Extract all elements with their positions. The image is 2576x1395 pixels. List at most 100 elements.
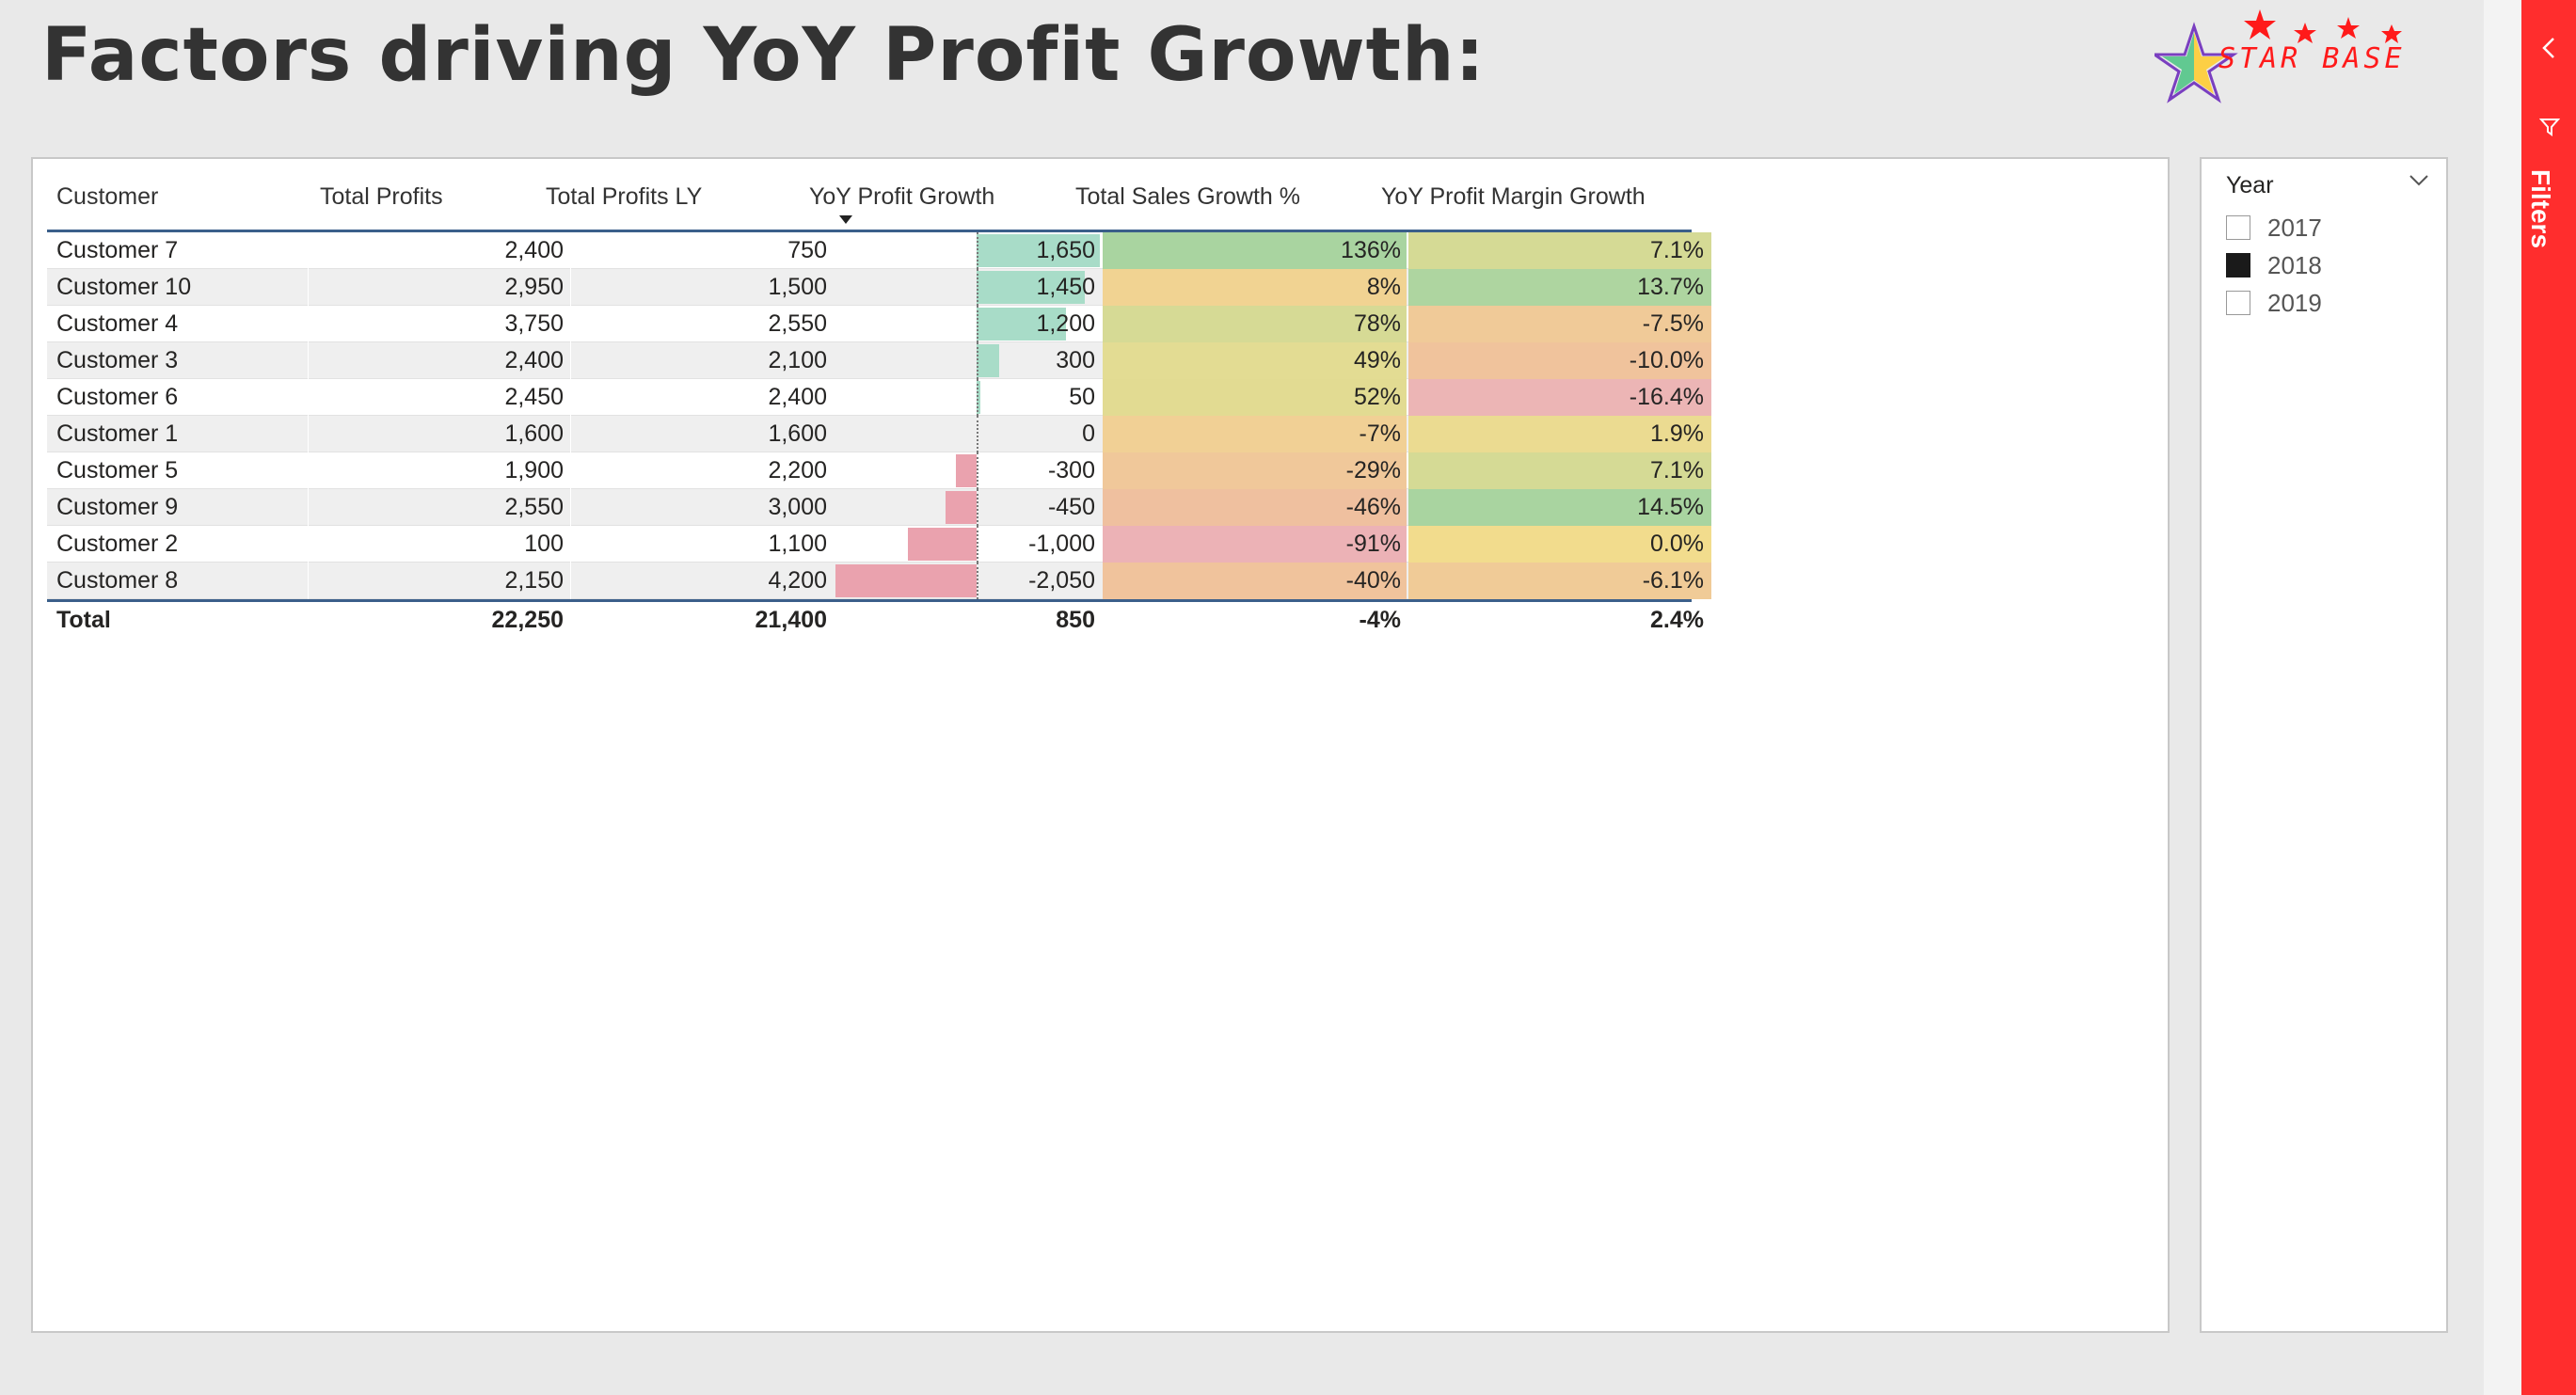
positive-data-bar	[977, 308, 1066, 341]
table-row[interactable]: Customer 3 2,400 2,100 300 49% -10.0%	[47, 342, 1711, 379]
chevron-down-icon[interactable]	[2409, 174, 2429, 187]
column-separator	[570, 416, 571, 452]
column-separator	[308, 489, 309, 526]
header-customer[interactable]: Customer	[56, 183, 159, 210]
negative-data-bar	[956, 454, 977, 487]
table-row[interactable]: Customer 9 2,550 3,000 -450 -46% 14.5%	[47, 489, 1711, 526]
column-separator	[570, 342, 571, 379]
table-row[interactable]: Customer 2 100 1,100 -1,000 -91% 0.0%	[47, 526, 1711, 563]
total-sales-growth: -4%	[1359, 607, 1401, 633]
yoy-profit-growth-cell: 1,200	[1036, 310, 1095, 337]
positive-data-bar	[977, 344, 999, 377]
column-separator	[570, 452, 571, 489]
margin-growth-cell: -16.4%	[1629, 384, 1704, 410]
data-bar-axis	[977, 342, 978, 379]
margin-growth-cell-bg	[1408, 452, 1711, 489]
row-divider	[47, 525, 1692, 526]
margin-growth-cell-bg	[1408, 306, 1711, 342]
margin-growth-cell-bg	[1408, 342, 1711, 379]
total-yoy-profit-growth: 850	[1056, 607, 1095, 633]
table-row[interactable]: Customer 7 2,400 750 1,650 136% 7.1%	[47, 232, 1711, 269]
data-bar-axis	[977, 489, 978, 526]
customer-name-cell: Customer 9	[56, 494, 179, 520]
table-row[interactable]: Customer 1 1,600 1,600 0 -7% 1.9%	[47, 416, 1711, 452]
sales-growth-cell: 136%	[1341, 237, 1401, 263]
column-separator	[308, 526, 309, 563]
checkbox-unchecked[interactable]	[2226, 291, 2250, 315]
margin-growth-cell-bg	[1408, 489, 1711, 526]
table-row[interactable]: Customer 10 2,950 1,500 1,450 8% 13.7%	[47, 269, 1711, 306]
total-profits-cell: 2,400	[504, 347, 564, 373]
data-bar-axis	[977, 452, 978, 489]
row-divider	[47, 598, 1692, 599]
filters-label[interactable]: Filters	[2526, 169, 2555, 249]
header-total-profits[interactable]: Total Profits	[320, 183, 443, 210]
sales-growth-cell: 78%	[1353, 310, 1401, 337]
margin-growth-cell: 7.1%	[1650, 237, 1704, 263]
slicer-option-label: 2018	[2267, 251, 2322, 279]
sales-growth-cell-bg	[1103, 416, 1407, 452]
year-slicer: Year 2017 2018 2019	[2200, 157, 2448, 1333]
column-separator	[570, 526, 571, 563]
yoy-profit-growth-cell: 1,650	[1036, 237, 1095, 263]
column-separator	[308, 269, 309, 306]
negative-data-bar	[946, 491, 977, 524]
column-separator	[308, 379, 309, 416]
header-yoy-profit-margin-growth[interactable]: YoY Profit Margin Growth	[1381, 183, 1646, 210]
yoy-profit-growth-cell: 1,450	[1036, 274, 1095, 300]
margin-growth-cell-bg	[1408, 416, 1711, 452]
matrix-visual[interactable]: Customer Total Profits Total Profits LY …	[31, 157, 2170, 1333]
filters-pane[interactable]	[2521, 0, 2576, 1395]
total-profits-ly-cell: 2,400	[768, 384, 827, 410]
column-separator	[570, 306, 571, 342]
profit-table: Customer Total Profits Total Profits LY …	[47, 170, 1711, 639]
checkbox-checked[interactable]	[2226, 253, 2250, 277]
table-row[interactable]: Customer 6 2,450 2,400 50 52% -16.4%	[47, 379, 1711, 416]
table-body: Customer 7 2,400 750 1,650 136% 7.1% Customer …	[47, 232, 1711, 599]
filter-funnel-icon[interactable]	[2539, 117, 2560, 137]
table-row[interactable]: Customer 8 2,150 4,200 -2,050 -40% -6.1%	[47, 563, 1711, 599]
sales-growth-cell: -29%	[1345, 457, 1401, 483]
total-profits-cell: 2,950	[504, 274, 564, 300]
header-total-profits-ly[interactable]: Total Profits LY	[546, 183, 703, 210]
sales-growth-cell: 52%	[1353, 384, 1401, 410]
data-bar-axis	[977, 526, 978, 563]
star-base-logo: STAR BASE	[2155, 9, 2402, 103]
total-row: Total 22,250 21,400 850 -4% 2.4%	[47, 599, 1704, 639]
margin-growth-cell: 0.0%	[1650, 531, 1704, 557]
column-separator	[570, 563, 571, 599]
total-profits-ly-cell: 2,200	[768, 457, 827, 483]
margin-growth-cell: 13.7%	[1637, 274, 1704, 300]
total-profits-cell: 1,900	[504, 457, 564, 483]
yoy-profit-growth-cell: 300	[1056, 347, 1095, 373]
margin-growth-cell-bg	[1408, 563, 1711, 599]
table-header: Customer Total Profits Total Profits LY …	[47, 170, 1692, 232]
slicer-title: Year	[2226, 172, 2274, 198]
customer-name-cell: Customer 3	[56, 347, 179, 373]
margin-growth-cell-bg	[1408, 526, 1711, 563]
checkbox-unchecked[interactable]	[2226, 215, 2250, 240]
data-bar-axis	[977, 232, 978, 269]
total-profits-cell: 3,750	[504, 310, 564, 337]
total-profits-cell: 2,550	[504, 494, 564, 520]
customer-name-cell: Customer 2	[56, 531, 179, 557]
total-profits-ly-cell: 1,600	[768, 420, 827, 447]
margin-growth-cell-bg	[1408, 232, 1711, 269]
total-profits-cell: 2,150	[504, 567, 564, 594]
table-row[interactable]: Customer 5 1,900 2,200 -300 -29% 7.1%	[47, 452, 1711, 489]
sort-descending-icon[interactable]	[839, 215, 852, 224]
header-yoy-profit-growth[interactable]: YoY Profit Growth	[809, 183, 995, 210]
table-row[interactable]: Customer 4 3,750 2,550 1,200 78% -7.5%	[47, 306, 1711, 342]
sales-growth-cell-bg	[1103, 342, 1407, 379]
positive-data-bar	[977, 271, 1085, 304]
sales-growth-cell: -46%	[1345, 494, 1401, 520]
total-profits-ly-cell: 1,100	[768, 531, 827, 557]
chevron-left-icon[interactable]	[2540, 36, 2557, 60]
header-total-sales-growth[interactable]: Total Sales Growth %	[1075, 183, 1300, 210]
sales-growth-cell-bg	[1103, 563, 1407, 599]
sales-growth-cell: -7%	[1359, 420, 1401, 447]
negative-data-bar	[908, 528, 977, 561]
total-profits-ly-cell: 2,100	[768, 347, 827, 373]
column-separator	[308, 342, 309, 379]
sales-growth-cell-bg	[1103, 306, 1407, 342]
